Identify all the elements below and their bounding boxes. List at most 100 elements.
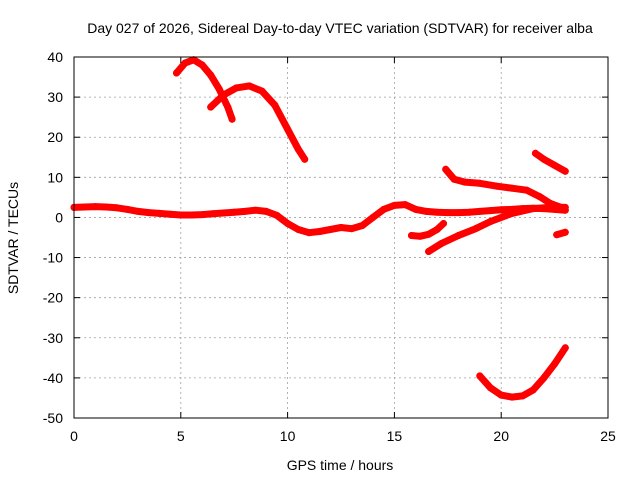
data-point <box>230 208 238 216</box>
data-point <box>284 220 292 227</box>
data-point <box>232 84 240 92</box>
data-point <box>450 175 458 183</box>
y-tick-label: 10 <box>47 169 63 185</box>
data-point <box>188 211 195 219</box>
data-point <box>476 372 484 380</box>
data-point <box>215 85 223 93</box>
data-point <box>134 207 142 215</box>
data-point <box>433 208 441 216</box>
x-tick-label: 25 <box>600 428 616 444</box>
plot-frame <box>73 56 609 419</box>
data-point <box>444 209 452 217</box>
y-tick-label: -50 <box>43 410 63 426</box>
data-point <box>546 199 554 207</box>
data-point <box>497 391 505 399</box>
data-point <box>508 209 516 217</box>
data-tracks <box>70 56 569 401</box>
y-tick-label: 0 <box>55 209 63 225</box>
data-point <box>198 211 206 219</box>
data-point <box>553 231 561 239</box>
y-tick-label: -20 <box>43 290 63 306</box>
data-point <box>102 203 110 211</box>
data-point <box>358 222 366 229</box>
y-tick-label: -40 <box>43 370 63 386</box>
data-point <box>497 206 505 214</box>
data-point <box>508 184 516 192</box>
data-point <box>81 203 89 211</box>
data-point <box>540 155 548 163</box>
data-point <box>531 149 539 157</box>
data-point <box>198 61 206 69</box>
data-point <box>337 224 345 231</box>
data-point <box>271 101 279 109</box>
y-tick-label: 30 <box>47 89 63 105</box>
data-point <box>301 155 309 163</box>
x-axis-label: GPS time / hours <box>287 457 394 473</box>
data-point <box>422 207 430 215</box>
data-point <box>408 232 415 239</box>
data-point <box>476 207 484 215</box>
data-point <box>369 213 377 221</box>
data-point <box>476 179 484 187</box>
data-point <box>487 384 494 392</box>
data-point <box>294 226 302 233</box>
data-point <box>380 205 388 213</box>
data-point <box>461 178 469 186</box>
data-point <box>207 103 215 111</box>
x-tick-label: 5 <box>177 428 185 444</box>
data-point <box>209 210 217 218</box>
data-point <box>190 56 198 64</box>
data-point <box>273 211 281 219</box>
x-tick-label: 0 <box>70 428 78 444</box>
data-point <box>228 115 236 123</box>
data-point <box>433 226 441 233</box>
data-point <box>455 209 462 217</box>
data-point <box>416 232 424 240</box>
data-point <box>465 208 473 216</box>
y-tick-label: 20 <box>47 129 63 145</box>
data-point <box>220 209 227 217</box>
data-point <box>262 207 270 215</box>
data-point <box>316 228 324 235</box>
data-point <box>412 205 420 213</box>
data-point <box>305 229 313 237</box>
data-point <box>551 161 559 169</box>
data-point <box>536 193 544 201</box>
data-point <box>508 393 516 401</box>
grid <box>74 57 608 418</box>
data-point <box>561 167 569 175</box>
y-tick-label: -30 <box>43 330 63 346</box>
data-point <box>561 228 569 236</box>
data-point <box>437 240 445 247</box>
data-point <box>252 206 260 214</box>
series-track-high <box>442 165 565 211</box>
data-point <box>493 182 501 190</box>
y-tick-label: 40 <box>47 49 63 65</box>
data-point <box>155 209 163 217</box>
data-point <box>529 386 537 394</box>
data-point <box>224 103 232 111</box>
data-point <box>529 205 537 213</box>
data-point <box>487 218 494 225</box>
data-point <box>551 360 559 368</box>
data-point <box>113 204 121 212</box>
data-point <box>472 225 480 233</box>
data-point <box>173 69 180 77</box>
data-point <box>245 82 253 90</box>
data-point <box>177 211 185 219</box>
data-point <box>487 207 494 215</box>
series-track-arc-a <box>173 56 236 123</box>
data-point <box>440 220 447 227</box>
chart-title: Day 027 of 2026, Sidereal Day-to-day VTE… <box>87 20 593 36</box>
data-point <box>561 344 569 352</box>
data-point <box>442 165 450 173</box>
y-axis-label: SDTVAR / TECUs <box>5 182 21 294</box>
data-point <box>91 203 99 211</box>
data-point <box>540 374 548 382</box>
data-point <box>220 91 227 99</box>
data-point <box>166 210 174 218</box>
data-point <box>123 205 131 213</box>
y-tick-label: -10 <box>43 250 63 266</box>
data-point <box>241 207 249 215</box>
data-point <box>181 59 189 67</box>
